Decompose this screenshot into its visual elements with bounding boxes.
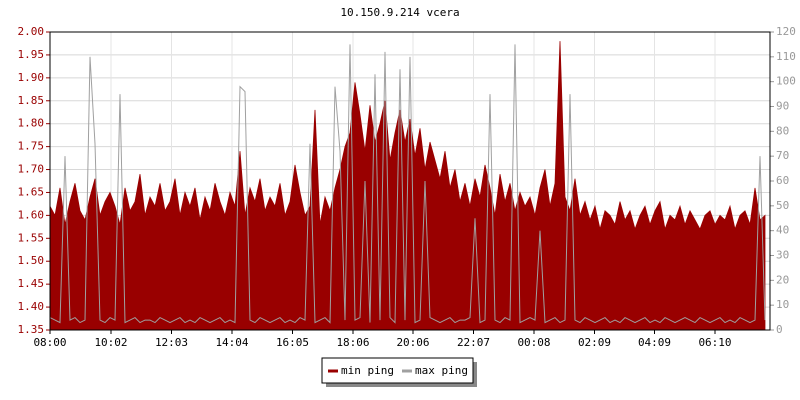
y2-tick-label: 40 (776, 224, 789, 237)
y-tick-label: 1.50 (18, 254, 45, 267)
x-tick-label: 12:03 (155, 336, 188, 349)
x-tick-label: 14:04 (215, 336, 248, 349)
x-tick-label: 18:06 (336, 336, 369, 349)
x-tick-label: 00:08 (517, 336, 550, 349)
x-tick-label: 04:09 (638, 336, 671, 349)
y-tick-label: 1.75 (18, 140, 45, 153)
y-tick-label: 1.40 (18, 300, 45, 313)
y2-tick-label: 60 (776, 174, 789, 187)
y2-tick-label: 70 (776, 149, 789, 162)
y-tick-label: 1.80 (18, 117, 45, 130)
legend-label: min ping (341, 364, 394, 377)
x-tick-label: 02:09 (578, 336, 611, 349)
y2-tick-label: 80 (776, 124, 789, 137)
legend-label: max ping (415, 364, 468, 377)
x-tick-label: 10:02 (94, 336, 127, 349)
y2-tick-label: 110 (776, 50, 796, 63)
y-tick-label: 1.95 (18, 48, 45, 61)
x-tick-label: 06:10 (698, 336, 731, 349)
y2-tick-label: 50 (776, 199, 789, 212)
y-tick-label: 1.65 (18, 185, 45, 198)
y2-tick-label: 120 (776, 25, 796, 38)
line (49, 44, 766, 324)
x-tick-label: 16:05 (276, 336, 309, 349)
y2-tick-label: 30 (776, 249, 789, 262)
x-tick-label: 08:00 (33, 336, 66, 349)
y-tick-label: 1.90 (18, 71, 45, 84)
x-tick-label: 20:06 (396, 336, 429, 349)
y-tick-label: 1.70 (18, 163, 45, 176)
y2-tick-label: 0 (776, 323, 783, 336)
y-tick-label: 1.35 (18, 323, 45, 336)
plot-border (49, 31, 771, 331)
x-tick-label: 22:07 (457, 336, 490, 349)
y-tick-label: 1.55 (18, 231, 45, 244)
y2-tick-label: 100 (776, 75, 796, 88)
legend: min ping max ping (321, 357, 477, 387)
legend-box (321, 357, 474, 384)
y2-tick-label: 90 (776, 100, 789, 113)
y2-tick-label: 20 (776, 273, 789, 286)
y2-tick-label: 10 (776, 298, 789, 311)
y-tick-label: 2.00 (18, 25, 45, 38)
y-tick-label: 1.60 (18, 208, 45, 221)
y-tick-label: 1.45 (18, 277, 45, 290)
chart-title: 10.150.9.214 vcera (340, 6, 459, 19)
y-tick-label: 1.85 (18, 94, 45, 107)
